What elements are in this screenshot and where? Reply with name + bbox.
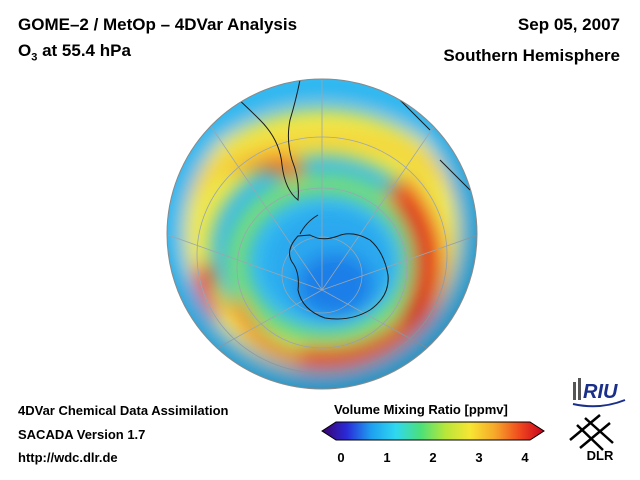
colorbar [321, 421, 545, 441]
footer-url: http://wdc.dlr.de [18, 450, 118, 465]
riu-logo: RIU [572, 378, 626, 408]
species-subscript: 3 [31, 51, 38, 64]
riu-logo-text: RIU [583, 381, 618, 403]
colorbar-tick-4: 4 [521, 450, 529, 465]
logos: RIU DLR [569, 378, 626, 463]
analysis-date: Sep 05, 2007 [517, 15, 620, 34]
footer-line-1: 4DVar Chemical Data Assimilation [18, 403, 229, 418]
colorbar-bar [321, 421, 545, 441]
colorbar-tick-3: 3 [475, 450, 483, 465]
globe [167, 79, 477, 389]
ozone-map [166, 78, 478, 390]
globe-outline [166, 78, 478, 390]
colorbar-label: Volume Mixing Ratio [ppmv] [334, 402, 508, 417]
colorbar-tick-2: 2 [429, 450, 437, 465]
map-subtitle: O3 at 55.4 hPa [18, 41, 131, 63]
footer-line-2: SACADA Version 1.7 [18, 427, 146, 442]
dlr-logo-text: DLR [587, 448, 614, 463]
species-name: O [18, 41, 32, 60]
colorbar-tick-0: 0 [337, 450, 345, 465]
hemisphere-label: Southern Hemisphere [443, 46, 620, 65]
colorbar-tick-1: 1 [383, 450, 391, 465]
dlr-logo [569, 414, 614, 451]
map-title: GOME–2 / MetOp – 4DVar Analysis [18, 15, 298, 34]
pressure-level: at 55.4 hPa [37, 41, 131, 60]
